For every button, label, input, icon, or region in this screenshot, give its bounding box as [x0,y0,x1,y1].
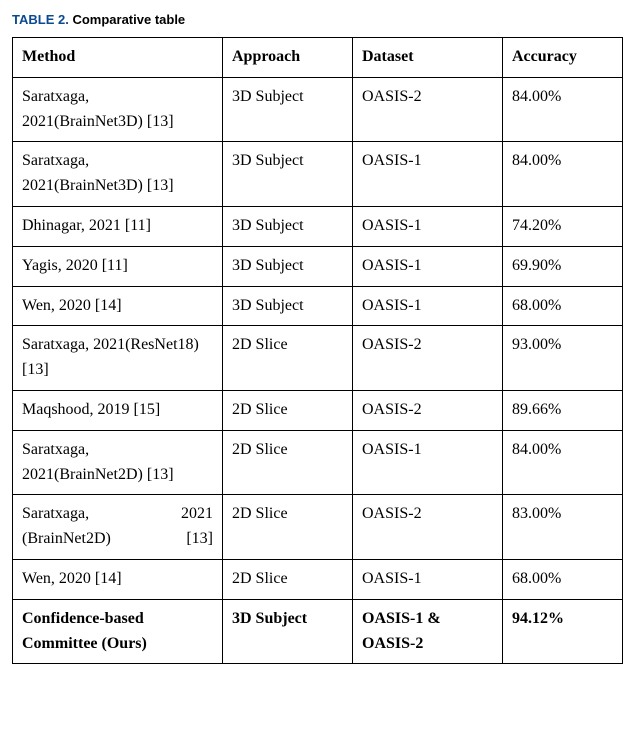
cell-dataset: OASIS-2 [353,390,503,430]
table-row: Wen, 2020 [14]3D SubjectOASIS-168.00% [13,286,623,326]
cell-method: Saratxaga, 2021 (BrainNet2D) [13] [13,495,223,560]
cell-approach: 3D Subject [223,599,353,664]
cell-dataset: OASIS-1 [353,206,503,246]
cell-dataset: OASIS-1 [353,142,503,207]
cell-accuracy: 69.90% [503,246,623,286]
cell-accuracy: 93.00% [503,326,623,391]
table-row: Saratxaga, 2021(BrainNet2D) [13]2D Slice… [13,430,623,495]
cell-approach: 3D Subject [223,142,353,207]
col-header-approach: Approach [223,38,353,78]
col-header-accuracy: Accuracy [503,38,623,78]
cell-dataset: OASIS-2 [353,495,503,560]
table-label: TABLE 2. [12,12,69,27]
cell-approach: 2D Slice [223,326,353,391]
table-title: Comparative table [72,12,185,27]
cell-dataset: OASIS-1 [353,430,503,495]
cell-approach: 3D Subject [223,286,353,326]
cell-approach: 2D Slice [223,559,353,599]
cell-accuracy: 89.66% [503,390,623,430]
cell-accuracy: 84.00% [503,142,623,207]
cell-approach: 2D Slice [223,495,353,560]
cell-dataset: OASIS-1 [353,559,503,599]
cell-method: Saratxaga, 2021(BrainNet3D) [13] [13,77,223,142]
table-header-row: Method Approach Dataset Accuracy [13,38,623,78]
cell-accuracy: 84.00% [503,77,623,142]
cell-approach: 3D Subject [223,246,353,286]
table-caption: TABLE 2. Comparative table [12,12,628,27]
table-row: Dhinagar, 2021 [11]3D SubjectOASIS-174.2… [13,206,623,246]
col-header-method: Method [13,38,223,78]
cell-dataset: OASIS-2 [353,77,503,142]
table-row: Saratxaga, 2021(ResNet18) [13]2D SliceOA… [13,326,623,391]
cell-approach: 2D Slice [223,390,353,430]
cell-method: Saratxaga, 2021(BrainNet2D) [13] [13,430,223,495]
cell-dataset: OASIS-2 [353,326,503,391]
cell-accuracy: 84.00% [503,430,623,495]
comparative-table: Method Approach Dataset Accuracy Saratxa… [12,37,623,664]
cell-method: Yagis, 2020 [11] [13,246,223,286]
cell-method: Confidence-based Committee (Ours) [13,599,223,664]
cell-method: Maqshood, 2019 [15] [13,390,223,430]
cell-approach: 2D Slice [223,430,353,495]
cell-accuracy: 68.00% [503,286,623,326]
cell-dataset: OASIS-1 & OASIS-2 [353,599,503,664]
table-row: Saratxaga, 2021(BrainNet3D) [13]3D Subje… [13,77,623,142]
cell-accuracy: 68.00% [503,559,623,599]
table-row: Wen, 2020 [14]2D SliceOASIS-168.00% [13,559,623,599]
cell-approach: 3D Subject [223,206,353,246]
cell-method: Saratxaga, 2021(ResNet18) [13] [13,326,223,391]
table-row: Yagis, 2020 [11]3D SubjectOASIS-169.90% [13,246,623,286]
cell-method: Saratxaga, 2021(BrainNet3D) [13] [13,142,223,207]
cell-accuracy: 74.20% [503,206,623,246]
cell-method: Dhinagar, 2021 [11] [13,206,223,246]
table-row: Confidence-based Committee (Ours)3D Subj… [13,599,623,664]
cell-dataset: OASIS-1 [353,286,503,326]
cell-approach: 3D Subject [223,77,353,142]
col-header-dataset: Dataset [353,38,503,78]
cell-dataset: OASIS-1 [353,246,503,286]
cell-accuracy: 94.12% [503,599,623,664]
cell-accuracy: 83.00% [503,495,623,560]
cell-method: Wen, 2020 [14] [13,559,223,599]
table-row: Saratxaga, 2021(BrainNet3D) [13]3D Subje… [13,142,623,207]
table-row: Maqshood, 2019 [15]2D SliceOASIS-289.66% [13,390,623,430]
cell-method: Wen, 2020 [14] [13,286,223,326]
table-row: Saratxaga, 2021 (BrainNet2D) [13]2D Slic… [13,495,623,560]
